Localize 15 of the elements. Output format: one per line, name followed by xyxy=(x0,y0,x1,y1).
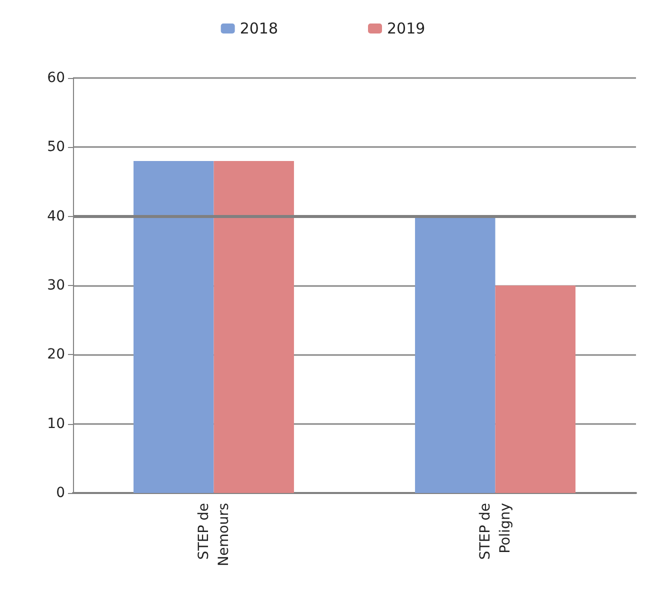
y-tick-label: 40 xyxy=(47,208,65,224)
bar xyxy=(415,216,496,493)
y-tick-label: 0 xyxy=(56,485,65,501)
bar xyxy=(214,161,294,493)
x-tick-label: STEP de Nemours xyxy=(196,503,232,566)
y-tick-label: 20 xyxy=(47,346,65,363)
y-tick-label: 50 xyxy=(47,139,65,156)
legend-label: 2019 xyxy=(387,20,426,38)
bar xyxy=(134,161,214,493)
legend-label: 2018 xyxy=(240,20,278,38)
y-tick-label: 60 xyxy=(47,70,65,86)
bar xyxy=(495,286,576,493)
x-tick-label: STEP de Poligny xyxy=(477,503,514,560)
y-tick-label: 30 xyxy=(47,278,65,294)
y-tick-label: 10 xyxy=(47,416,65,432)
